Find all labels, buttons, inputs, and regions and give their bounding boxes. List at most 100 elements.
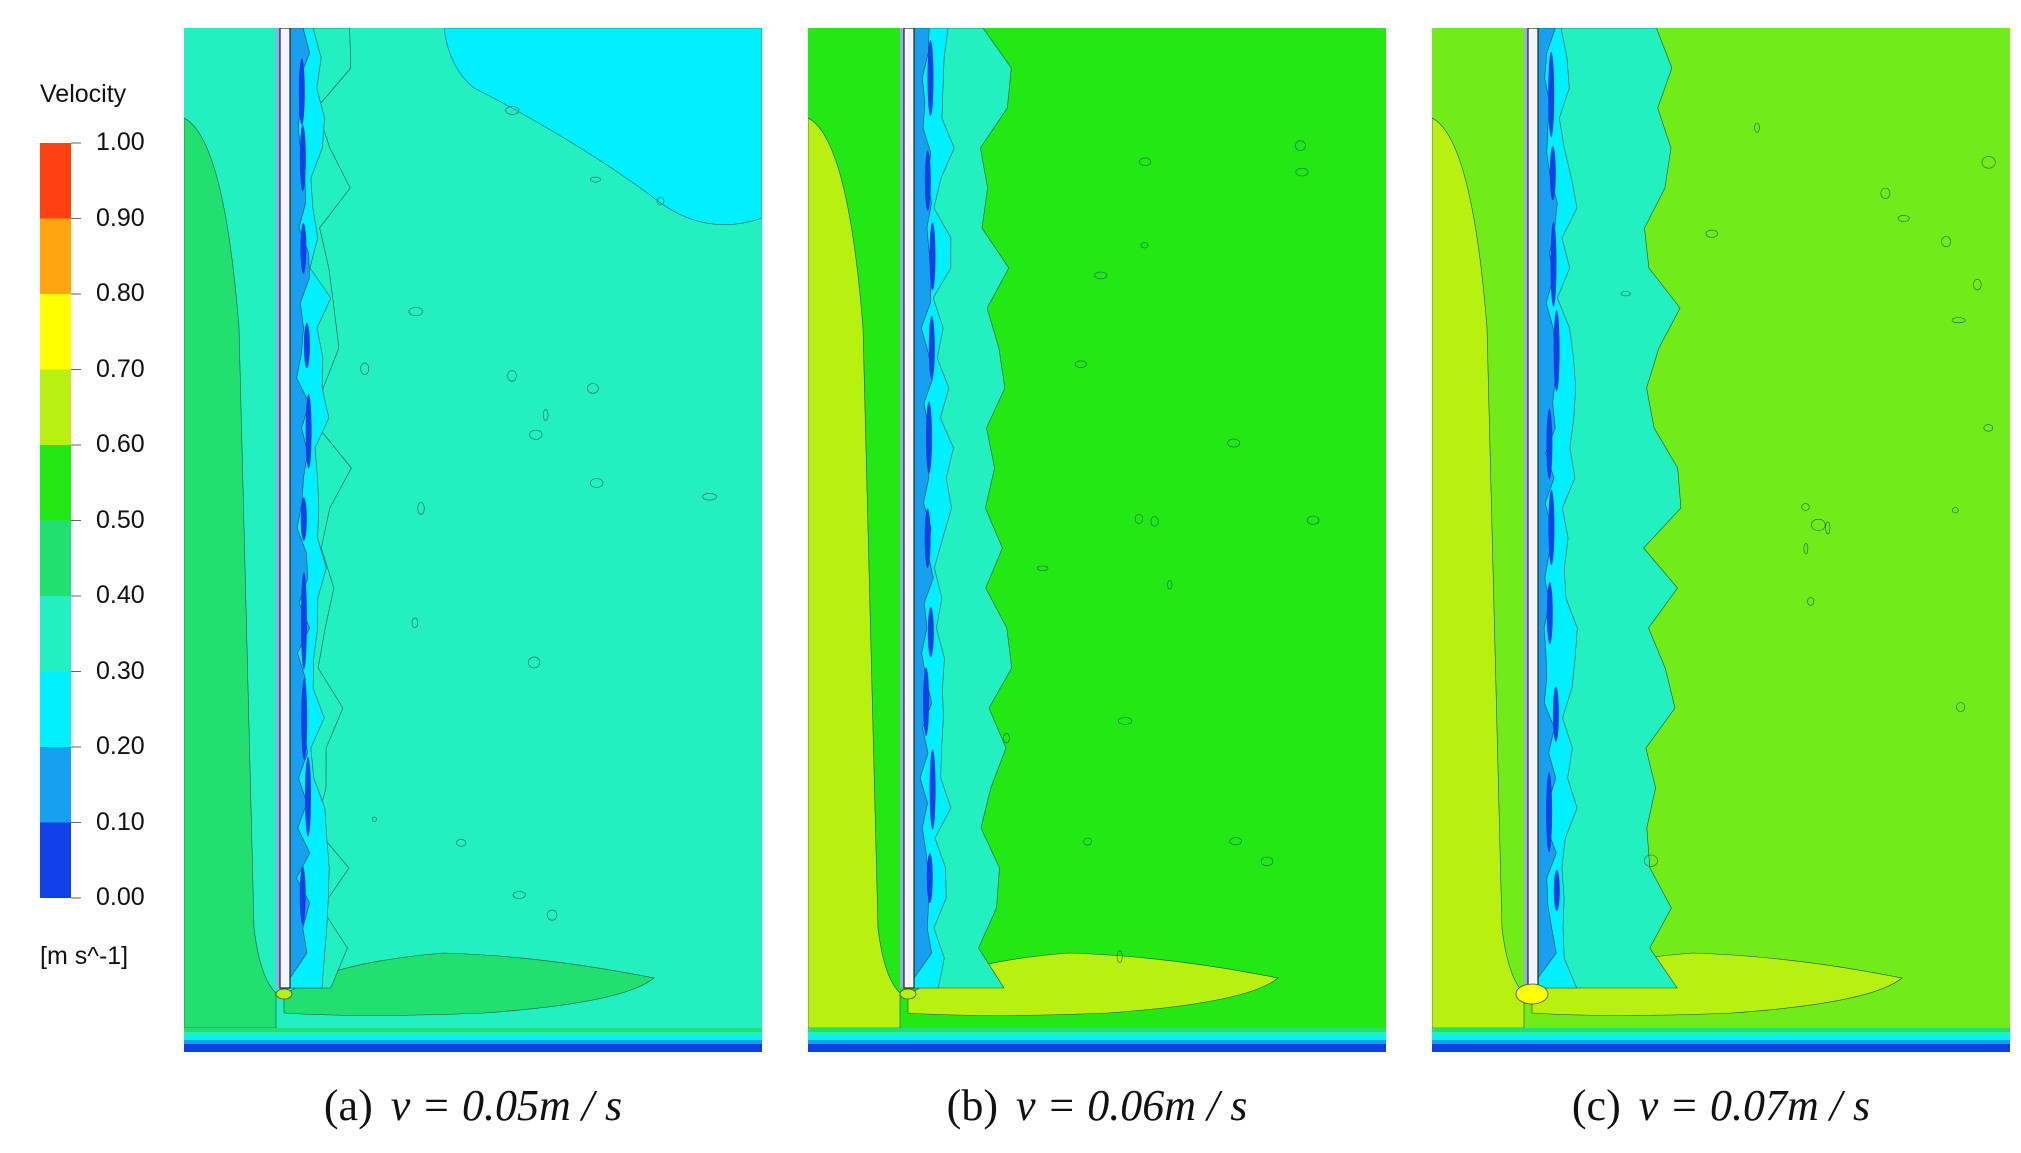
- plate: [1527, 28, 1539, 989]
- low-velocity-streak: [299, 866, 306, 925]
- legend-band-4: [40, 520, 71, 596]
- low-velocity-streak: [1553, 309, 1560, 392]
- contour-speck: [1811, 518, 1826, 531]
- contour-speck: [1825, 521, 1831, 535]
- legend-band-0: [40, 822, 71, 898]
- low-velocity-streak: [1553, 869, 1560, 912]
- contour-panel-c: [1432, 28, 2010, 1052]
- contour-speck: [1150, 516, 1159, 527]
- contour-plot-b: [808, 28, 1386, 1052]
- low-velocity-streak: [1552, 686, 1559, 742]
- legend-band-6: [40, 369, 71, 445]
- low-velocity-streak: [928, 316, 935, 380]
- wake-region: [283, 952, 655, 1016]
- plate: [279, 28, 291, 989]
- low-velocity-streak: [1548, 51, 1555, 138]
- low-velocity-streak: [929, 749, 936, 830]
- caption-b-equation: v = 0.06m / s: [1015, 1081, 1248, 1130]
- velocity-legend: Velocity 1.00 0.90 0.80 0.70 0.60 0.50 0.40 0.3…: [0, 0, 190, 1153]
- low-velocity-streak: [1546, 408, 1553, 480]
- low-velocity-streak: [303, 322, 310, 368]
- contour-speck: [456, 839, 467, 847]
- low-velocity-streak: [298, 58, 305, 126]
- contour-speck: [1754, 122, 1760, 133]
- contour-speck: [1973, 279, 1982, 291]
- contour-speck: [411, 617, 419, 628]
- caption-a: (a) v = 0.05m / s: [184, 1080, 762, 1131]
- contour-plot-a: [184, 28, 762, 1052]
- legend-tick-label-7: 0.30: [96, 656, 145, 685]
- legend-band-7: [40, 294, 71, 370]
- color-bar: [40, 142, 81, 899]
- low-velocity-streak: [924, 508, 931, 568]
- contour-speck: [546, 909, 558, 921]
- contour-speck: [1956, 702, 1966, 712]
- contour-speck: [1094, 271, 1108, 280]
- low-velocity-streak: [1546, 582, 1553, 645]
- contour-speck: [1140, 242, 1149, 249]
- low-velocity-streak: [923, 667, 930, 736]
- caption-b: (b) v = 0.06m / s: [808, 1080, 1386, 1131]
- legend-tick-label-8: 0.20: [96, 732, 145, 760]
- plate-edge: [900, 28, 904, 988]
- contour-speck: [360, 362, 370, 375]
- legend-band-9: [40, 143, 71, 219]
- contour-speck: [1643, 854, 1658, 867]
- low-velocity-streak: [305, 756, 311, 837]
- left-region: [1432, 117, 1525, 1029]
- contour-panel-a: [184, 28, 762, 1052]
- low-velocity-streak: [926, 401, 932, 474]
- caption-c: (c) v = 0.07m / s: [1432, 1080, 2010, 1131]
- contour-speck: [1295, 140, 1306, 151]
- plate-tip: [1515, 983, 1549, 1005]
- legend-band-1: [40, 747, 71, 823]
- contour-speck: [1074, 360, 1087, 368]
- contour-speck: [1167, 579, 1173, 590]
- contour-speck: [590, 478, 604, 488]
- plate-edge: [276, 28, 280, 988]
- low-velocity-streak: [299, 125, 306, 192]
- left-region: [184, 117, 277, 1029]
- contour-speck: [543, 409, 549, 421]
- contour-speck: [408, 306, 424, 316]
- contour-speck: [1118, 717, 1133, 725]
- legend-title: Velocity: [40, 80, 127, 108]
- contour-speck: [1134, 513, 1144, 524]
- low-velocity-streak: [300, 497, 307, 541]
- contour-speck: [1229, 837, 1242, 846]
- contour-speck: [1227, 438, 1241, 448]
- caption-c-label: (c): [1571, 1081, 1621, 1130]
- legend-tick-label-6: 0.40: [96, 581, 145, 609]
- plate-tip: [899, 988, 917, 1000]
- caption-b-label: (b): [946, 1081, 998, 1130]
- contour-panel-b: [808, 28, 1386, 1052]
- caption-a-equation: v = 0.05m / s: [390, 1081, 623, 1130]
- contour-speck: [1983, 424, 1994, 432]
- floor-band-4: [184, 1044, 762, 1052]
- caption-a-label: (a): [323, 1081, 373, 1130]
- contour-speck: [702, 493, 717, 501]
- legend-tick-label-3: 0.70: [96, 354, 145, 383]
- contour-speck: [1981, 156, 1996, 169]
- low-velocity-streak: [1546, 772, 1553, 853]
- contour-speck: [1801, 503, 1810, 511]
- low-velocity-streak: [927, 607, 934, 657]
- plate-tip: [275, 988, 293, 1000]
- low-velocity-streak: [924, 150, 931, 211]
- bulk-region: [808, 28, 1386, 1052]
- contour-speck: [1003, 732, 1010, 744]
- contour-speck: [528, 656, 541, 669]
- contour-speck: [371, 816, 377, 822]
- floor-band-4: [808, 1044, 1386, 1052]
- contour-speck: [589, 176, 601, 183]
- contour-speck: [1116, 950, 1123, 963]
- contour-speck: [1807, 597, 1815, 606]
- contour-speck: [1306, 515, 1320, 525]
- contour-speck: [1083, 837, 1092, 846]
- legend-tick-label-5: 0.50: [96, 505, 145, 534]
- contour-speck: [1037, 565, 1049, 571]
- contour-speck: [1880, 187, 1891, 199]
- legend-tick-label-4: 0.60: [96, 430, 145, 458]
- caption-c-equation: v = 0.07m / s: [1638, 1081, 1871, 1130]
- low-velocity-streak: [300, 572, 307, 670]
